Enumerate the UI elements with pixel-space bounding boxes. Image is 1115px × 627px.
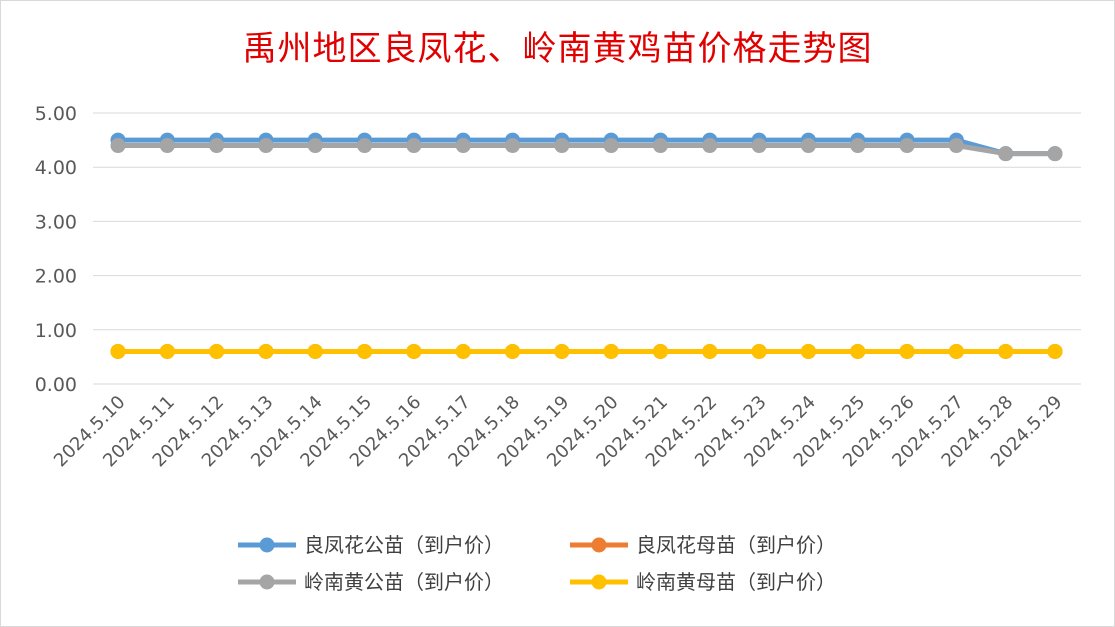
data-point <box>159 343 175 359</box>
legend-marker <box>259 537 275 553</box>
legend-item[interactable]: 良凤花公苗（到户价） <box>238 533 504 557</box>
legend-label: 良凤花公苗（到户价） <box>304 533 504 557</box>
data-point <box>652 343 668 359</box>
data-point <box>948 138 964 154</box>
legend-label: 岭南黄公苗（到户价） <box>304 570 504 594</box>
series-3 <box>110 343 1063 359</box>
legend-item[interactable]: 岭南黄公苗（到户价） <box>238 570 504 594</box>
data-point <box>209 343 225 359</box>
data-point <box>899 138 915 154</box>
data-point <box>800 343 816 359</box>
data-point <box>159 138 175 154</box>
data-point <box>455 138 471 154</box>
data-point <box>307 138 323 154</box>
data-point <box>455 343 471 359</box>
data-point <box>110 138 126 154</box>
data-point <box>554 138 570 154</box>
data-point <box>357 343 373 359</box>
legend-label: 良凤花母苗（到户价） <box>636 533 836 557</box>
data-point <box>258 138 274 154</box>
gridlines <box>93 112 1081 385</box>
series-2 <box>110 138 1063 162</box>
data-point <box>209 138 225 154</box>
data-point <box>258 343 274 359</box>
data-point <box>307 343 323 359</box>
data-point <box>702 343 718 359</box>
legend-marker <box>591 537 607 553</box>
data-point <box>554 343 570 359</box>
legend-marker <box>591 574 607 590</box>
data-point <box>505 138 521 154</box>
series-lines <box>110 132 1063 359</box>
data-point <box>603 343 619 359</box>
data-point <box>948 343 964 359</box>
legend-item[interactable]: 良凤花母苗（到户价） <box>570 533 836 557</box>
data-point <box>850 343 866 359</box>
y-tick-label: 4.00 <box>35 157 77 179</box>
data-point <box>652 138 668 154</box>
data-point <box>1047 146 1063 162</box>
data-point <box>751 138 767 154</box>
data-point <box>406 343 422 359</box>
data-point <box>1047 343 1063 359</box>
data-point <box>998 343 1014 359</box>
data-point <box>899 343 915 359</box>
chart-title: 禹州地区良凤花、岭南黄鸡苗价格走势图 <box>242 29 873 69</box>
y-tick-label: 3.00 <box>35 211 77 233</box>
y-tick-label: 2.00 <box>35 266 77 288</box>
y-tick-label: 0.00 <box>35 374 77 396</box>
legend-label: 岭南黄母苗（到户价） <box>636 570 836 594</box>
x-axis-ticks: 2024.5.102024.5.112024.5.122024.5.132024… <box>50 392 1067 472</box>
y-axis-ticks: 0.00 1.00 2.00 3.00 4.00 5.00 <box>35 103 77 396</box>
series-line <box>115 143 1058 157</box>
y-tick-label: 1.00 <box>35 320 77 342</box>
data-point <box>702 138 718 154</box>
data-point <box>850 138 866 154</box>
data-point <box>998 146 1014 162</box>
legend[interactable]: 良凤花公苗（到户价） 良凤花母苗（到户价） 岭南黄公苗（到户价） 岭南黄母苗（到户价） <box>238 533 836 594</box>
y-tick-label: 5.00 <box>35 103 77 125</box>
data-point <box>357 138 373 154</box>
data-point <box>505 343 521 359</box>
data-point <box>603 138 619 154</box>
series-line <box>115 137 1058 157</box>
data-point <box>406 138 422 154</box>
data-point <box>751 343 767 359</box>
data-point <box>800 138 816 154</box>
legend-marker <box>259 574 275 590</box>
data-point <box>110 343 126 359</box>
legend-item[interactable]: 岭南黄母苗（到户价） <box>570 570 836 594</box>
